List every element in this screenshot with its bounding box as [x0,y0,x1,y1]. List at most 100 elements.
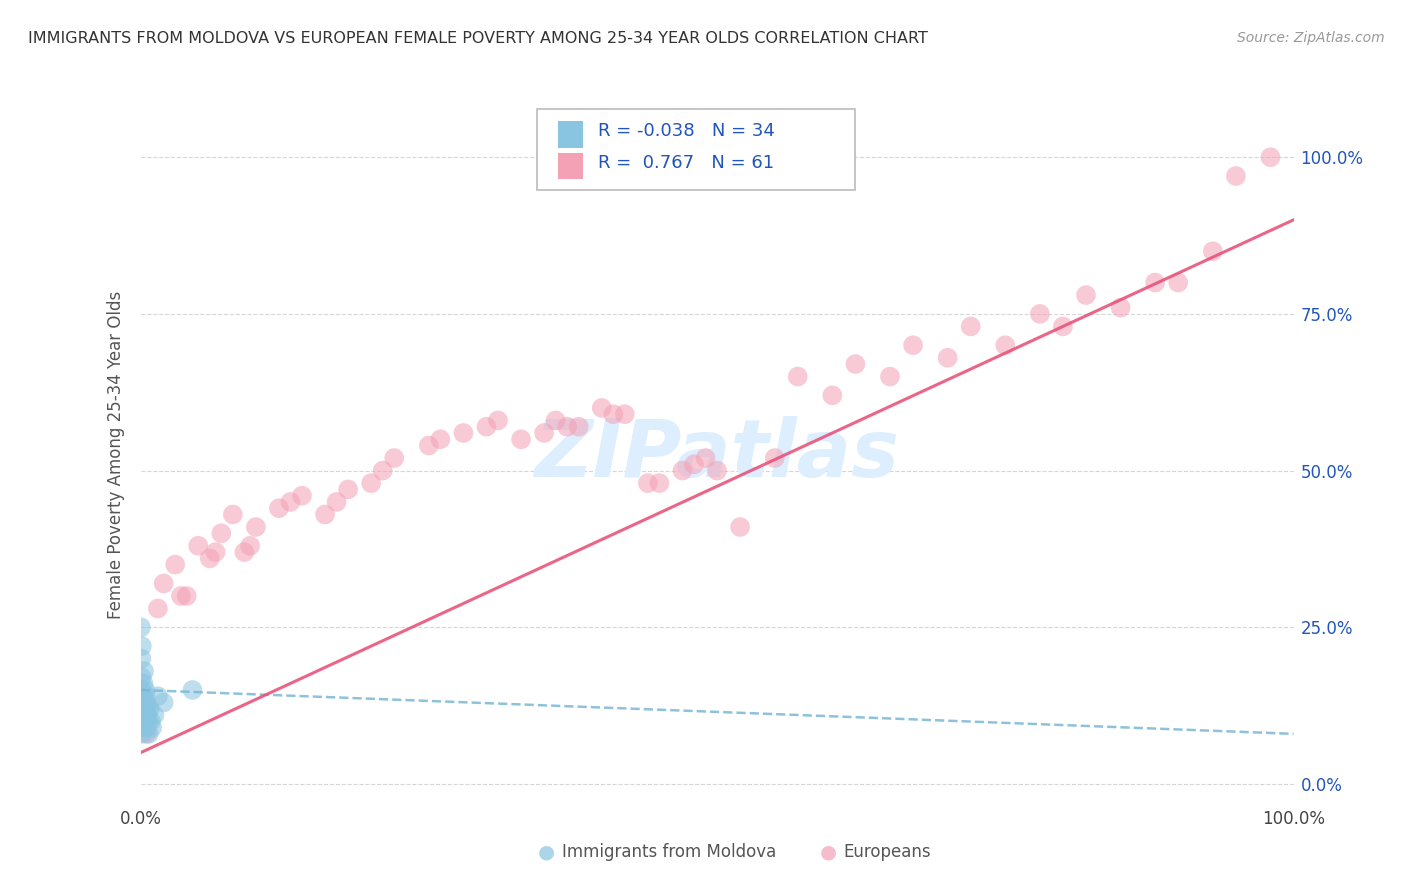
Text: ZIPatlas: ZIPatlas [534,416,900,494]
Point [132,690,155,704]
Point [135,727,157,741]
Point [134,702,156,716]
Point [706,464,728,478]
Point [135,696,157,710]
Y-axis label: Female Poverty Among 25-34 Year Olds: Female Poverty Among 25-34 Year Olds [107,291,125,619]
Point [132,664,155,678]
Point [209,526,232,541]
Point [453,425,475,440]
Point [821,388,844,402]
Point [204,545,226,559]
Point [245,520,267,534]
Point [337,483,360,497]
Point [135,690,157,704]
Point [146,690,169,704]
Text: ●: ● [538,842,555,862]
Point [695,451,717,466]
Point [568,419,591,434]
Point [233,545,256,559]
Point [132,721,155,735]
Point [844,357,866,371]
Point [786,369,808,384]
Point [325,495,347,509]
Point [555,419,578,434]
Point [138,727,160,741]
Point [131,696,153,710]
Point [1225,169,1247,183]
Text: Europeans: Europeans [844,843,931,861]
Point [475,419,498,434]
Point [131,727,153,741]
Point [613,407,636,421]
Point [382,451,405,466]
Text: Source: ZipAtlas.com: Source: ZipAtlas.com [1237,31,1385,45]
Point [671,464,693,478]
Point [486,413,509,427]
Point [637,476,659,491]
Point [510,432,533,446]
Point [429,432,451,446]
Text: R = -0.038   N = 34: R = -0.038 N = 34 [598,121,775,140]
Point [134,708,156,723]
Point [134,714,156,729]
Point [1074,288,1097,302]
Point [198,551,221,566]
Point [936,351,959,365]
Point [291,489,314,503]
Text: R =  0.767   N = 61: R = 0.767 N = 61 [598,153,773,171]
Point [131,639,153,653]
Point [239,539,262,553]
Point [544,413,567,427]
Point [1029,307,1052,321]
Point [879,369,901,384]
Point [141,721,163,735]
Point [1052,319,1074,334]
Point [131,670,153,684]
Point [763,451,786,466]
Text: Immigrants from Moldova: Immigrants from Moldova [562,843,776,861]
Point [994,338,1017,352]
Text: IMMIGRANTS FROM MOLDOVA VS EUROPEAN FEMALE POVERTY AMONG 25-34 YEAR OLDS CORRELA: IMMIGRANTS FROM MOLDOVA VS EUROPEAN FEMA… [28,31,928,46]
Point [187,539,209,553]
Point [134,683,156,698]
Point [533,425,555,440]
Point [165,558,187,572]
Point [139,702,162,716]
Point [129,714,152,729]
Point [136,714,159,729]
Point [135,721,157,735]
Point [131,702,153,716]
Point [143,708,166,723]
Text: ●: ● [820,842,837,862]
Point [591,401,613,415]
Point [129,620,152,634]
Point [131,651,153,665]
Point [602,407,624,421]
Point [136,702,159,716]
Point [1167,276,1189,290]
Point [129,683,152,698]
Point [1144,276,1167,290]
Point [371,464,394,478]
Point [139,714,162,729]
Point [134,714,156,729]
Point [267,501,290,516]
Point [1109,301,1132,315]
Point [728,520,751,534]
Point [181,683,204,698]
Point [170,589,193,603]
Point [360,476,382,491]
Point [222,508,245,522]
Point [152,696,174,710]
Point [136,708,159,723]
Point [146,601,169,615]
Point [683,458,706,472]
Point [132,676,155,690]
Point [280,495,302,509]
Point [152,576,174,591]
Point [1202,244,1225,259]
Point [648,476,671,491]
Point [418,438,440,452]
Point [1260,150,1282,164]
Point [959,319,981,334]
